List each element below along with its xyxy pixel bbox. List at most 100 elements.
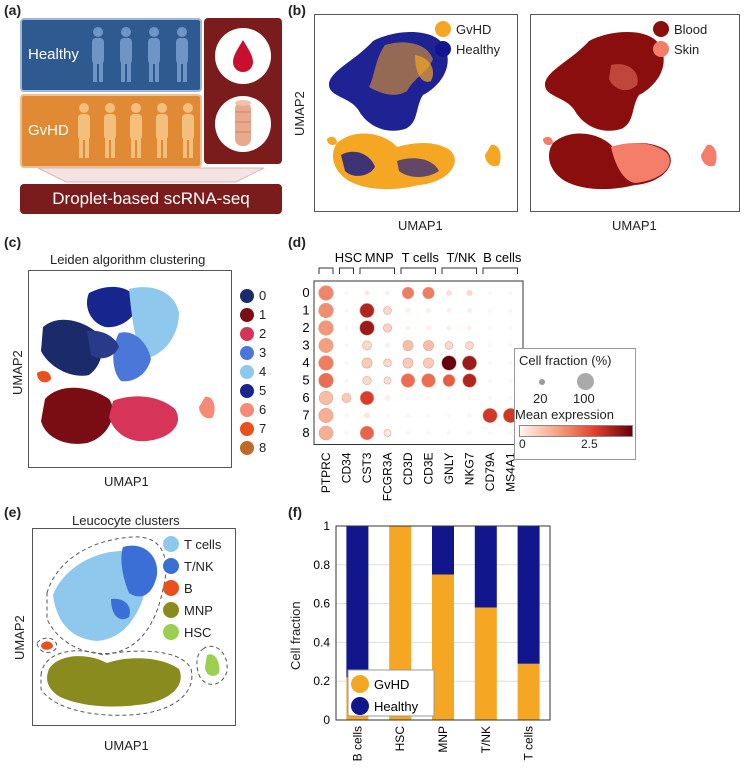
dot bbox=[344, 430, 349, 436]
dot bbox=[508, 308, 513, 313]
funnel-connector bbox=[37, 167, 265, 183]
legend-label: Healthy bbox=[456, 41, 501, 57]
dot bbox=[385, 343, 390, 348]
panel-c-title: Leiden algorithm clustering bbox=[50, 252, 206, 267]
row-label: 3 bbox=[302, 338, 309, 353]
group-bracket bbox=[400, 267, 436, 274]
cluster-b bbox=[41, 641, 53, 650]
gene-label: PTPRC bbox=[319, 452, 333, 493]
size-legend-title: Cell fraction (%) bbox=[519, 353, 612, 368]
legend-swatch bbox=[240, 326, 254, 341]
dot bbox=[359, 303, 375, 318]
dot bbox=[359, 390, 375, 406]
dot bbox=[400, 373, 416, 388]
legend-label: GvHD bbox=[374, 677, 409, 692]
cluster-tnk bbox=[121, 545, 158, 597]
group-label: MNP bbox=[365, 250, 394, 265]
gene-label: CD3D bbox=[401, 452, 415, 485]
dot bbox=[426, 395, 431, 401]
dot bbox=[344, 290, 349, 296]
legend-swatch bbox=[435, 41, 451, 57]
dot bbox=[467, 308, 472, 313]
legend-swatch bbox=[240, 421, 254, 436]
legend-label: 6 bbox=[259, 402, 267, 417]
dot bbox=[508, 378, 513, 383]
person-icon bbox=[148, 27, 160, 82]
person-icon bbox=[156, 103, 168, 158]
legend-label: 7 bbox=[259, 421, 267, 436]
group-label: T/NK bbox=[446, 250, 476, 265]
dot bbox=[467, 325, 472, 331]
panel-d-label: (d) bbox=[288, 234, 306, 250]
dot bbox=[508, 395, 513, 401]
skin-tissue-icon bbox=[235, 100, 251, 146]
legend-label: Blood bbox=[674, 21, 708, 37]
dot bbox=[446, 325, 452, 331]
dot bbox=[462, 355, 477, 371]
x-tick-label: B cells bbox=[350, 726, 364, 761]
legend-item: 5 bbox=[240, 381, 266, 400]
row-label: 5 bbox=[302, 373, 309, 388]
bar-segment bbox=[432, 574, 454, 720]
bar-segment bbox=[517, 526, 540, 664]
dotplot-chart: HSC MNP T cells T/NK B cells 0 1 2 3 4 5 6 7 8 PTPRC CD… bbox=[302, 250, 524, 501]
dot bbox=[508, 290, 513, 296]
gene-label: NKG7 bbox=[463, 452, 477, 485]
bar-segment bbox=[474, 607, 497, 720]
panel-e-ylabel: UMAP2 bbox=[12, 615, 27, 660]
dot bbox=[422, 286, 435, 300]
umap-leiden-plot bbox=[28, 270, 232, 468]
umap-cloud bbox=[327, 31, 501, 190]
legend-swatch bbox=[240, 345, 254, 360]
dot bbox=[421, 373, 436, 388]
cluster-hsc bbox=[205, 654, 220, 676]
dot bbox=[385, 290, 390, 296]
row-label: 2 bbox=[302, 320, 309, 335]
legend-item: B bbox=[163, 577, 221, 599]
y-tick-label: 1 bbox=[323, 519, 330, 533]
legend-swatch bbox=[240, 383, 254, 398]
y-tick-label: 0.4 bbox=[313, 635, 330, 649]
dot bbox=[426, 430, 431, 436]
legend-swatch bbox=[653, 41, 669, 57]
dot bbox=[446, 413, 452, 418]
dot bbox=[508, 343, 513, 348]
legend-swatch bbox=[163, 558, 179, 574]
umap-condition-canvas bbox=[327, 31, 501, 190]
legend-skin: Skin bbox=[653, 41, 707, 57]
group-label: T cells bbox=[402, 250, 440, 265]
dot bbox=[318, 390, 334, 406]
cluster-tnk-extra bbox=[111, 598, 130, 620]
panel-c-xlabel: UMAP1 bbox=[104, 474, 149, 489]
dot bbox=[383, 429, 392, 437]
dot bbox=[405, 395, 411, 401]
dot bbox=[361, 357, 373, 369]
dot bbox=[318, 302, 334, 319]
cluster-1 bbox=[41, 387, 113, 444]
x-tick-label: T cells bbox=[522, 726, 536, 760]
person-icon bbox=[182, 103, 194, 158]
size-legend-dot-large bbox=[577, 373, 594, 390]
dot bbox=[467, 430, 472, 436]
legend-label: 3 bbox=[259, 345, 267, 360]
bar-segment bbox=[346, 526, 369, 678]
person-icon bbox=[120, 27, 132, 82]
dot bbox=[446, 308, 452, 313]
dot bbox=[465, 341, 474, 350]
group-label: HSC bbox=[335, 250, 362, 265]
dotplot-legend: Cell fraction (%) 20 100 Mean expression… bbox=[514, 348, 636, 460]
legend-swatch bbox=[163, 536, 179, 552]
umap-leucocyte-plot: T cells T/NK B MNP HSC bbox=[32, 528, 236, 726]
dot bbox=[487, 325, 493, 331]
legend-label: 1 bbox=[259, 307, 267, 322]
blood-drop-icon bbox=[233, 40, 253, 72]
y-tick-label: 0 bbox=[323, 713, 330, 727]
gene-label: MS4A1 bbox=[504, 452, 518, 492]
color-legend-tick: 0 bbox=[519, 437, 526, 451]
sample-icons bbox=[215, 28, 271, 152]
gvhd-label: GvHD bbox=[28, 122, 69, 139]
legend-item: 1 bbox=[240, 305, 266, 324]
gene-label: GNLY bbox=[442, 453, 456, 485]
panel-b-ylabel: UMAP2 bbox=[292, 91, 307, 136]
gvhd-box: GvHD bbox=[20, 94, 202, 168]
